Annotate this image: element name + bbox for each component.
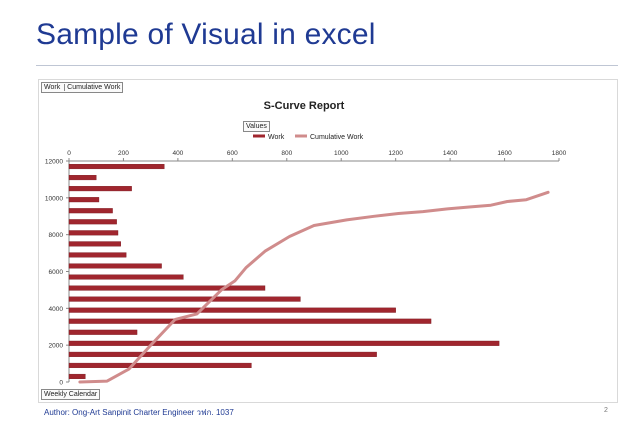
field-button-cumulative-work[interactable]: Cumulative Work: [64, 84, 121, 91]
work-bar: [68, 296, 301, 302]
x-tick-label: 1600: [497, 150, 512, 157]
y-tick-label: 8000: [49, 232, 64, 239]
x-tick-label: 400: [172, 150, 183, 157]
footer-author: Author: Ong-Art Sanpinit Charter Enginee…: [44, 408, 234, 417]
y-tick-label: 2000: [49, 343, 64, 350]
work-bar: [68, 241, 121, 247]
x-tick-label: 0: [67, 150, 71, 157]
y-tick-label: 10000: [45, 195, 63, 202]
work-bar: [68, 340, 500, 346]
x-tick-label: 200: [118, 150, 129, 157]
work-bar: [68, 219, 117, 225]
y-tick-label: 12000: [45, 159, 63, 166]
work-bar: [68, 373, 86, 379]
y-tick-label: 4000: [49, 306, 64, 313]
work-bar: [68, 252, 127, 258]
legend-label-cumulative-work: Cumulative Work: [310, 134, 364, 141]
x-tick-label: 1800: [552, 150, 567, 157]
cumulative-work-line: [78, 190, 550, 384]
work-bar: [68, 274, 184, 280]
page-number: 2: [604, 407, 608, 414]
work-bar: [68, 186, 132, 192]
x-tick-label: 1400: [443, 150, 458, 157]
work-bar: [68, 263, 162, 269]
work-bar: [68, 329, 138, 335]
y-tick-label: 0: [59, 380, 63, 387]
title-divider: [36, 65, 618, 66]
legend-label-work: Work: [268, 134, 285, 141]
work-bar: [68, 230, 119, 236]
x-tick-label: 1000: [334, 150, 349, 157]
x-tick-label: 600: [227, 150, 238, 157]
x-tick-label: 1200: [388, 150, 403, 157]
x-tick-label: 800: [281, 150, 292, 157]
work-bar: [68, 318, 432, 324]
work-bar: [68, 351, 377, 357]
work-bar: [68, 208, 113, 214]
work-bar: [68, 307, 396, 313]
work-bar: [68, 197, 100, 203]
work-bar: [68, 362, 252, 368]
work-bar: [68, 164, 165, 170]
values-button[interactable]: Values: [243, 121, 270, 132]
chart-panel: S-Curve Report Work Cumulative Work 0 200 400…: [38, 79, 618, 403]
weekly-calendar-button[interactable]: Weekly Calendar: [41, 389, 101, 400]
work-bar: [68, 285, 266, 291]
s-curve-chart: S-Curve Report Work Cumulative Work 0 200 400…: [45, 100, 567, 387]
field-buttons-top[interactable]: Work Cumulative Work: [41, 82, 124, 93]
y-tick-label: 6000: [49, 269, 64, 276]
field-button-work[interactable]: Work: [44, 84, 61, 91]
work-bar: [68, 175, 97, 181]
chart-title: S-Curve Report: [264, 100, 345, 112]
slide-title: Sample of Visual in excel: [36, 18, 376, 51]
